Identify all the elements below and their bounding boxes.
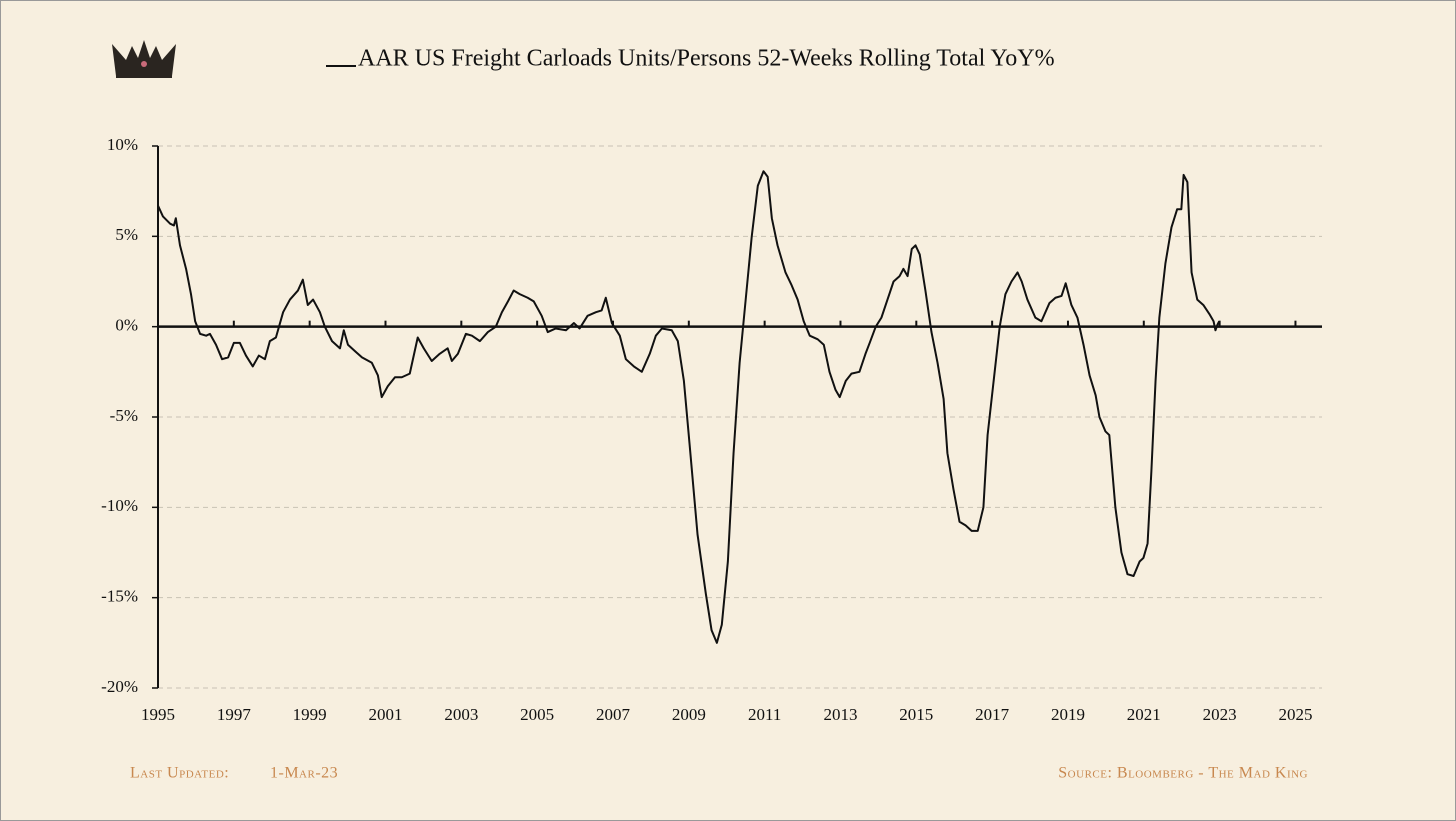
x-tick-label: 2005 [520,705,554,724]
y-tick-label: -10% [101,496,138,515]
x-tick-label: 1999 [293,705,327,724]
series-line [157,170,1221,644]
y-tick-label: -20% [101,677,138,696]
last-updated: 1-Mar-23 [270,765,338,782]
x-tick-label: 2013 [823,705,857,724]
x-tick-label: 2003 [444,705,478,724]
last-updated-label: Last Updated: [130,765,229,782]
x-tick-label: 2017 [975,705,1010,724]
x-tick-label: 2015 [899,705,933,724]
x-tick-label: 2011 [748,705,781,724]
y-tick-label: 10% [107,135,138,154]
y-tick-label: -5% [110,406,138,425]
x-tick-label: 2001 [368,705,402,724]
legend-label: AAR US Freight Carloads Units/Persons 52… [358,46,1055,72]
x-tick-label: 2021 [1127,705,1161,724]
y-tick-label: 5% [115,225,138,244]
y-tick-label: 0% [115,316,138,335]
source: Source: Bloomberg - The Mad King [1058,765,1308,782]
x-tick-label: 2025 [1278,705,1312,724]
y-tick-label: -15% [101,587,138,606]
x-tick-label: 1997 [217,705,252,724]
x-tick-label: 2023 [1203,705,1237,724]
legend: AAR US Freight Carloads Units/Persons 52… [326,46,1055,72]
x-tick-label: 2019 [1051,705,1085,724]
crown-logo [112,40,176,78]
x-tick-label: 2007 [596,705,631,724]
x-tick-label: 1995 [141,705,175,724]
x-tick-label: 2009 [672,705,706,724]
